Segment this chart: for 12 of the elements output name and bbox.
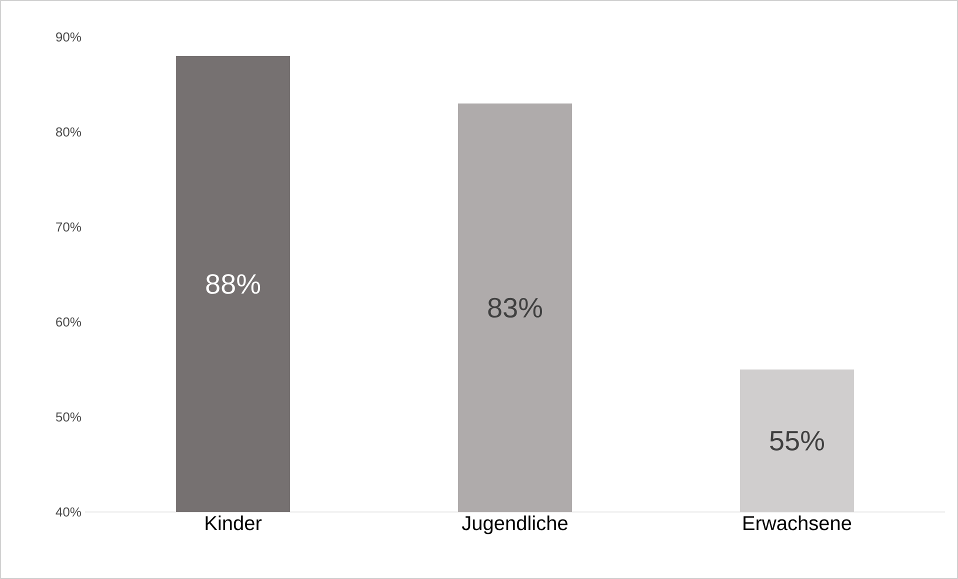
data-label: 88%	[206, 274, 260, 294]
y-tick-label: 60%	[56, 317, 82, 327]
y-tick-label: 70%	[56, 222, 82, 232]
y-tick-label: 80%	[56, 127, 82, 137]
y-tick-label: 50%	[56, 412, 82, 422]
y-tick-label: 40%	[56, 507, 82, 517]
y-tick-label: 90%	[56, 32, 82, 42]
x-tick-label: Erwachsene	[744, 516, 852, 530]
x-tick-label: Kinder	[206, 516, 262, 530]
data-label: 55%	[770, 430, 824, 451]
x-tick-label: Jugendliche	[462, 516, 568, 534]
data-label: 83%	[488, 298, 542, 318]
